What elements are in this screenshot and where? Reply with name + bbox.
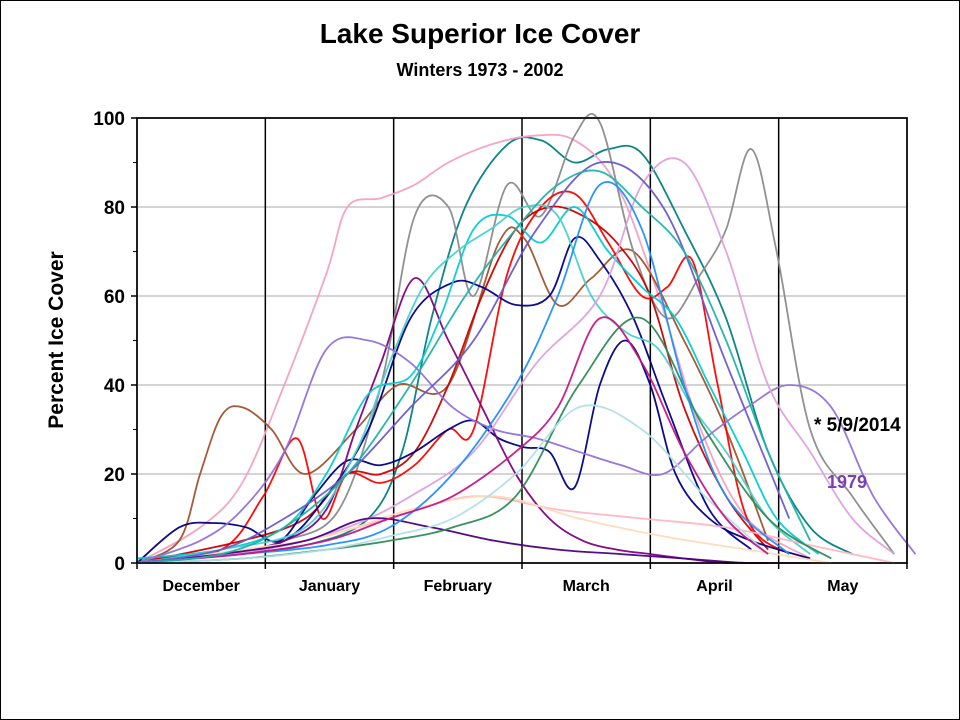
tick-label-y: 60	[104, 287, 125, 308]
series-line-1	[136, 136, 853, 560]
tick-label-y: 100	[93, 109, 125, 130]
series-line-15	[136, 495, 832, 564]
plot-border	[136, 117, 908, 564]
tick-label-y: 0	[114, 554, 125, 575]
series-line-12	[136, 336, 917, 564]
series-line-18	[136, 181, 790, 564]
series-line-21	[136, 161, 791, 564]
tick-label-y: 80	[104, 198, 125, 219]
tick-label-y: 20	[104, 465, 125, 486]
series-line-2	[136, 133, 811, 564]
tick-label-x: March	[563, 578, 610, 595]
tick-label-x: February	[424, 578, 493, 595]
tick-label-y: 40	[104, 376, 125, 397]
series-line-20	[136, 316, 769, 564]
tick-label-x: December	[162, 578, 239, 595]
tick-label-x: January	[299, 578, 360, 595]
chart-subtitle: Winters 1973 - 2002	[396, 60, 564, 80]
series-line-9	[136, 277, 769, 564]
tick-label-x: April	[696, 578, 732, 595]
annotation-1979: 1979	[827, 472, 868, 492]
series-line-19	[136, 404, 769, 564]
series-line-22	[136, 169, 812, 564]
tick-label-x: May	[827, 578, 858, 595]
annotation-2014: * 5/9/2014	[814, 415, 901, 436]
series-line-10	[136, 206, 820, 560]
series-line-16	[136, 517, 811, 564]
series-line-13	[136, 157, 895, 564]
series-line-5	[136, 190, 790, 564]
chart-title: Lake Superior Ice Cover	[319, 18, 641, 49]
